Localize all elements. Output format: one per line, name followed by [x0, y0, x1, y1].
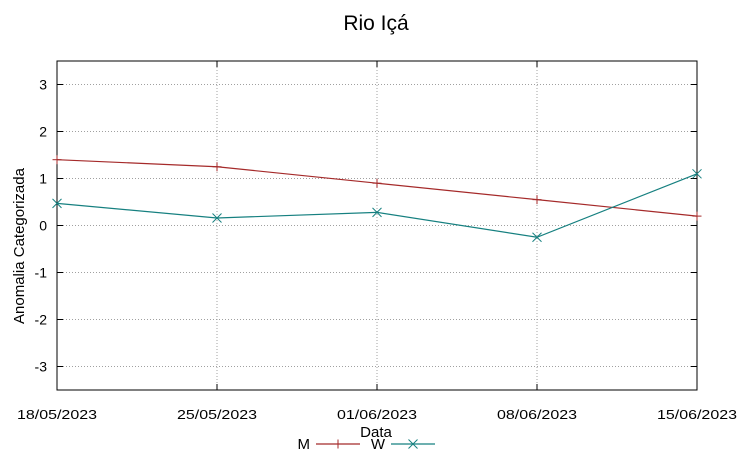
x-axis-tick-labels: 18/05/2023 25/05/2023 01/06/2023 08/06/2023… — [17, 407, 737, 422]
data-point-w — [692, 168, 702, 179]
point-marker-d2 — [212, 213, 222, 223]
data-point-w — [52, 198, 62, 209]
y-tick-label: 0 — [39, 218, 47, 234]
point-marker-d2 — [692, 168, 702, 179]
series-layer — [52, 155, 702, 243]
legend-label-w: W — [371, 436, 386, 453]
data-point-m — [52, 155, 62, 165]
legend-sample-w — [391, 439, 435, 449]
x-axis-label: Data — [360, 424, 392, 441]
legend-marker-d2 — [408, 439, 418, 449]
y-tick-label: -3 — [35, 359, 48, 375]
data-point-m — [372, 178, 382, 188]
y-tick-label: 1 — [39, 171, 47, 187]
y-tick-label: -1 — [35, 265, 48, 281]
x-tick-label: 15/06/2023 — [657, 407, 737, 422]
y-axis-tick-labels: 3 2 1 0 -1 -2 -3 — [35, 77, 48, 375]
axis-ticks — [56, 61, 698, 390]
legend-label-m: M — [298, 436, 311, 453]
data-point-w — [372, 207, 382, 218]
chart-title: Rio Içá — [343, 12, 409, 35]
series-m — [52, 155, 702, 221]
y-tick-label: 2 — [39, 124, 47, 140]
legend-sample-m — [316, 439, 360, 449]
data-point-w — [212, 213, 222, 223]
data-point-m — [692, 211, 702, 221]
point-marker-d2 — [52, 198, 62, 209]
y-axis-label: Anomalia Categorizada — [11, 167, 28, 324]
data-point-m — [212, 162, 222, 172]
grid-lines — [57, 61, 697, 390]
legend: M W — [298, 436, 435, 453]
y-tick-label: -2 — [35, 312, 48, 328]
point-marker-d2 — [532, 232, 542, 243]
x-tick-label: 08/06/2023 — [497, 407, 577, 422]
point-marker-d2 — [372, 207, 382, 218]
x-tick-label: 25/05/2023 — [177, 407, 257, 422]
y-tick-label: 3 — [39, 77, 47, 93]
x-tick-label: 18/05/2023 — [17, 407, 97, 422]
data-point-w — [532, 232, 542, 243]
x-tick-label: 01/06/2023 — [337, 407, 417, 422]
data-point-m — [532, 195, 542, 205]
series-w — [52, 168, 702, 243]
